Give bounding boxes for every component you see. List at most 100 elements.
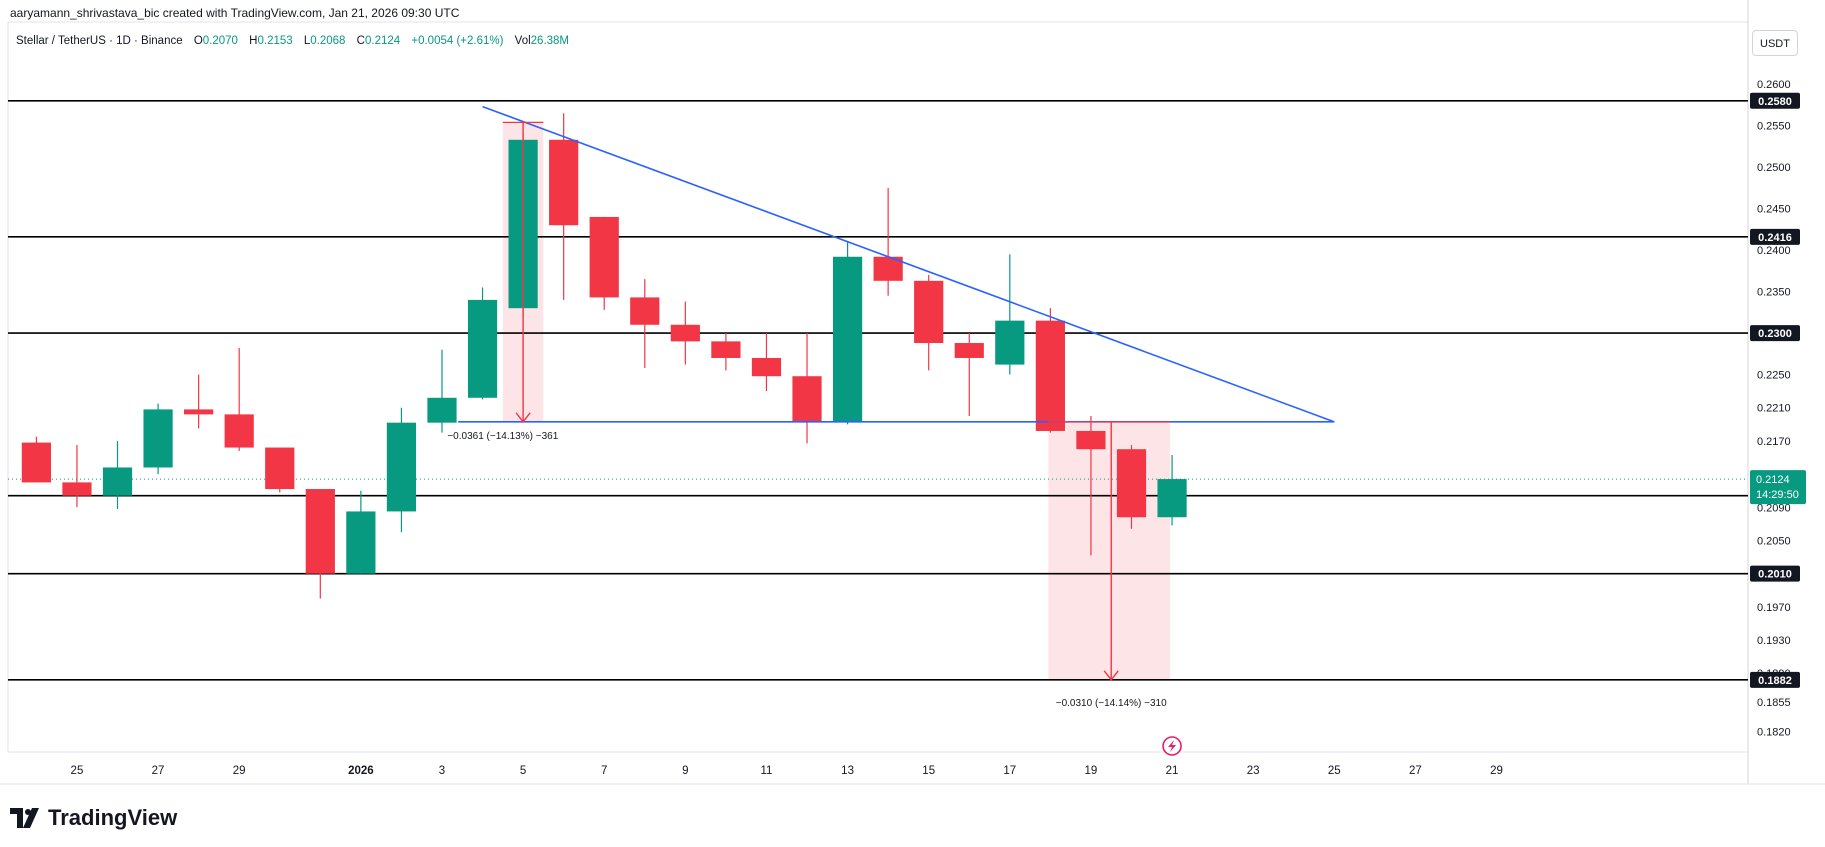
candle-down xyxy=(1116,449,1147,518)
level-price-tag xyxy=(1750,671,1800,688)
low-label: L xyxy=(303,35,311,47)
x-tick-label: 25 xyxy=(1328,765,1341,777)
x-tick-label: 9 xyxy=(682,765,688,777)
y-tick-label: 0.2600 xyxy=(1757,79,1791,91)
x-tick-label: 19 xyxy=(1085,765,1098,777)
candle-down xyxy=(549,139,579,226)
x-tick-label: 29 xyxy=(233,765,246,777)
candle-up xyxy=(386,422,417,512)
x-tick-label: 25 xyxy=(71,765,84,777)
measure-label: −0.0361 (−14.13%) −361 xyxy=(447,431,558,442)
x-tick-label: 7 xyxy=(601,765,607,777)
open-label: O xyxy=(193,35,203,47)
y-tick-label: 0.1930 xyxy=(1757,635,1791,647)
volume-value: 26.38M xyxy=(530,35,570,47)
candle-up xyxy=(832,256,863,422)
level-price-tag xyxy=(1750,228,1800,245)
candle-down xyxy=(62,482,92,496)
candle-up xyxy=(467,299,498,398)
candle-up xyxy=(1157,479,1187,518)
y-tick-label: 0.2350 xyxy=(1757,287,1791,299)
candle-down xyxy=(792,376,822,422)
y-tick-label: 0.2250 xyxy=(1757,370,1791,382)
low-value: 0.2068 xyxy=(310,35,346,47)
y-tick-label: 0.2090 xyxy=(1757,502,1791,514)
symbol-title[interactable]: Stellar / TetherUS · 1D · Binance xyxy=(16,35,183,47)
high-label: H xyxy=(249,35,258,47)
currency-button[interactable]: USDT xyxy=(1752,30,1798,56)
y-tick-label: 0.2550 xyxy=(1757,121,1791,133)
candle-down xyxy=(630,297,660,325)
level-price-tag-label: 0.2580 xyxy=(1758,96,1792,108)
tradingview-brand: TradingView xyxy=(10,805,177,831)
level-price-tag-label: 0.2010 xyxy=(1758,569,1792,581)
level-price-tag-label: 0.2416 xyxy=(1758,232,1792,244)
candle-up xyxy=(995,320,1025,365)
level-price-tag-label: 0.1882 xyxy=(1758,675,1792,687)
current-price-label: 0.2124 xyxy=(1756,474,1790,486)
measure-label: −0.0310 (−14.14%) −310 xyxy=(1056,698,1167,709)
candle-down xyxy=(305,489,335,574)
measure-arrow-head xyxy=(515,412,531,423)
candle-down xyxy=(224,414,254,448)
level-price-tag xyxy=(1750,92,1800,109)
candle-down xyxy=(954,343,984,358)
y-tick-label: 0.2500 xyxy=(1757,162,1791,174)
open-value: 0.2070 xyxy=(202,35,238,47)
candle-down xyxy=(184,409,214,415)
x-tick-label: 27 xyxy=(1409,765,1422,777)
candle-up xyxy=(346,511,376,574)
y-tick-label: 0.2210 xyxy=(1757,403,1791,415)
candle-up xyxy=(427,397,457,423)
y-tick-label: 0.1970 xyxy=(1757,602,1791,614)
y-tick-label: 0.2450 xyxy=(1757,204,1791,216)
countdown-label: 14:29:50 xyxy=(1756,489,1799,501)
level-price-tag xyxy=(1750,565,1800,582)
candle-down xyxy=(751,357,782,377)
volume-label: Vol xyxy=(514,35,531,47)
candle-down xyxy=(914,280,944,344)
candle-down xyxy=(1035,320,1065,431)
flash-event-icon[interactable] xyxy=(1162,736,1182,756)
trend-line xyxy=(482,105,1335,423)
candle-down xyxy=(670,324,700,342)
y-tick-label: 0.1820 xyxy=(1757,726,1791,738)
x-tick-label: 2026 xyxy=(348,765,374,777)
y-tick-label: 0.2050 xyxy=(1757,535,1791,547)
close-label: C xyxy=(356,35,365,47)
candle-down xyxy=(711,341,741,358)
x-tick-label: 21 xyxy=(1166,765,1179,777)
x-tick-label: 29 xyxy=(1490,765,1503,777)
x-tick-label: 3 xyxy=(439,765,445,777)
x-tick-label: 11 xyxy=(760,765,772,777)
level-price-tag xyxy=(1750,325,1800,342)
candle-up xyxy=(102,467,133,496)
x-tick-label: 15 xyxy=(922,765,935,777)
high-value: 0.2153 xyxy=(257,35,293,47)
x-tick-label: 5 xyxy=(520,765,526,777)
candle-up xyxy=(143,409,173,468)
x-tick-label: 23 xyxy=(1247,765,1260,777)
tradingview-logo-icon xyxy=(10,808,39,828)
y-tick-label: 0.1855 xyxy=(1757,697,1791,709)
symbol-legend: Stellar / TetherUS · 1D · Binance O0.207… xyxy=(16,35,577,47)
change-value: +0.0054 (+2.61%) xyxy=(411,35,504,47)
x-tick-label: 17 xyxy=(1003,765,1016,777)
candle-down xyxy=(589,216,619,298)
x-tick-label: 13 xyxy=(841,765,854,777)
x-tick-label: 27 xyxy=(152,765,165,777)
plot-frame xyxy=(7,21,1749,753)
level-price-tag-label: 0.2300 xyxy=(1758,328,1792,340)
brand-name: TradingView xyxy=(48,805,178,830)
candle-down xyxy=(265,447,295,490)
candle-down xyxy=(1076,430,1106,450)
current-price-tag xyxy=(1750,470,1806,505)
measure-arrow-head xyxy=(1103,670,1119,681)
chart-attribution: aaryamann_shrivastava_bic created with T… xyxy=(10,6,460,20)
candle-down xyxy=(21,442,51,483)
measure-range-box xyxy=(1048,421,1171,680)
close-value: 0.2124 xyxy=(364,35,401,47)
y-tick-label: 0.2170 xyxy=(1757,436,1791,448)
y-tick-label: 0.2400 xyxy=(1757,245,1791,257)
